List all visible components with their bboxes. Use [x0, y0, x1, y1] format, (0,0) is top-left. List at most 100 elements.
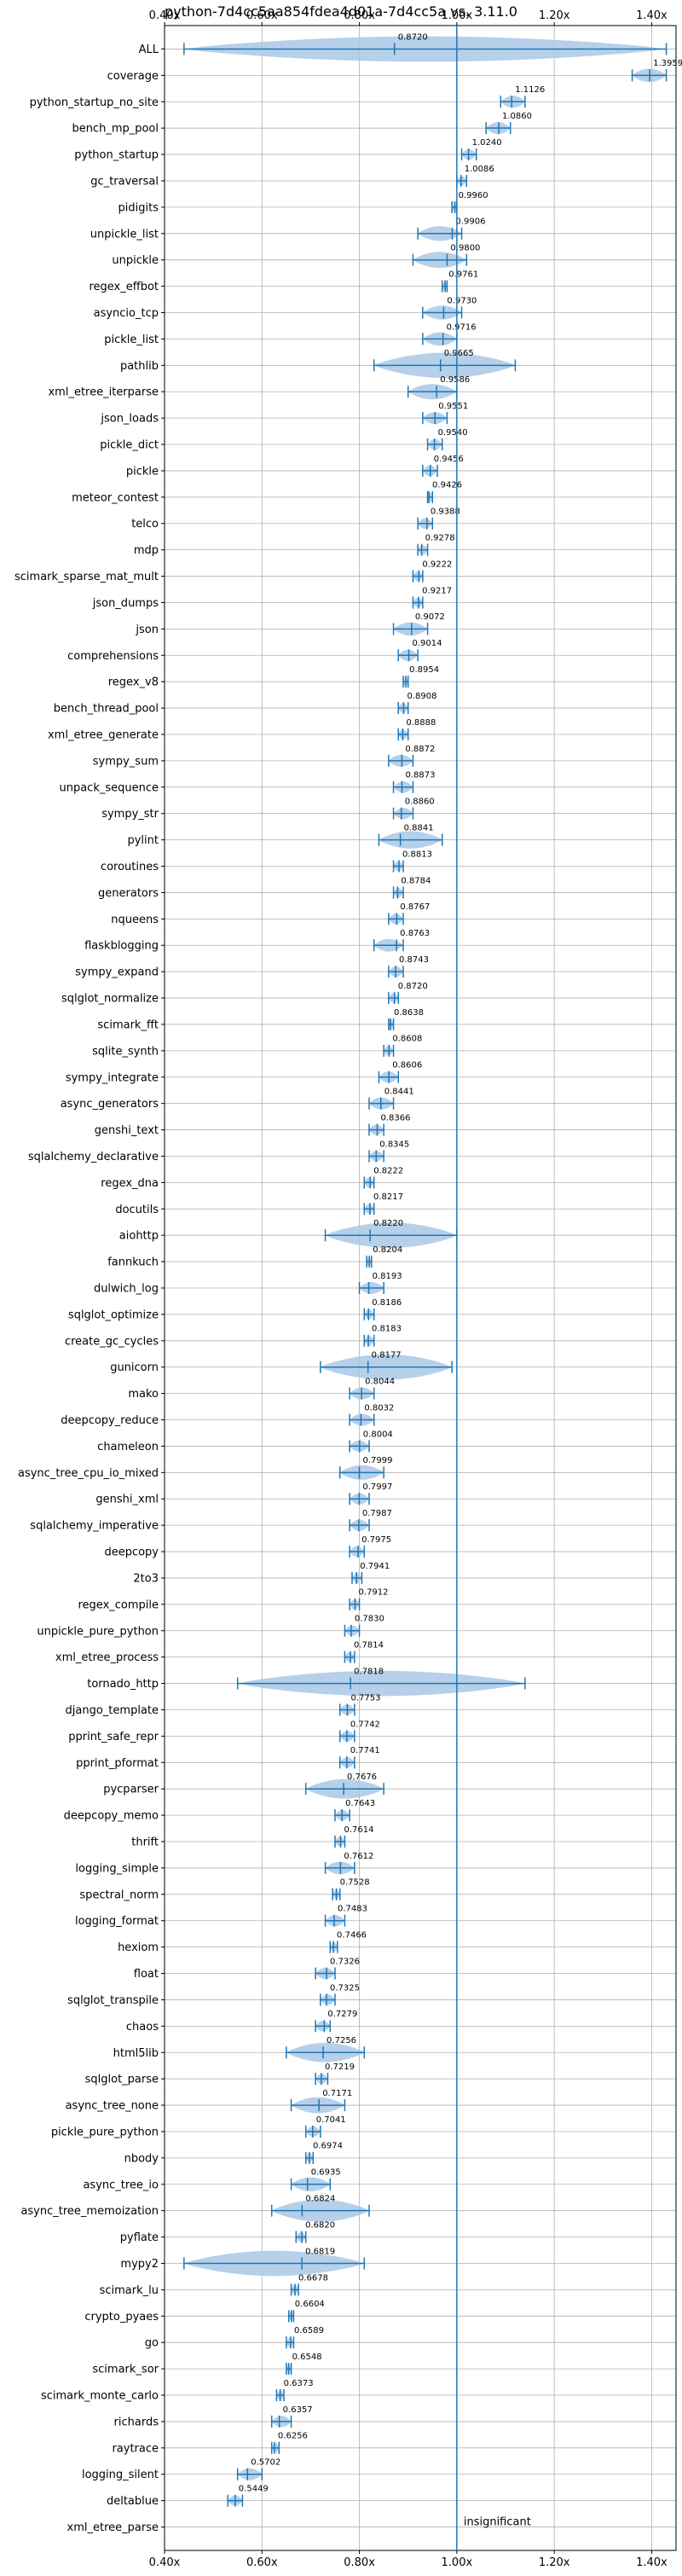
benchmark-name: genshi_text — [95, 1124, 159, 1137]
value-label: 0.5449 — [239, 2485, 269, 2494]
benchmark-name: async_generators — [61, 1098, 159, 1111]
value-label: 0.8872 — [405, 745, 435, 754]
benchmark-name: unpack_sequence — [59, 781, 159, 794]
value-label: 1.3959 — [653, 59, 682, 68]
value-label: 1.0240 — [472, 138, 502, 148]
value-label: 0.7041 — [316, 2115, 346, 2125]
value-label: 0.9222 — [422, 560, 452, 569]
top-tick-label: 0.40x — [149, 9, 181, 22]
value-label: 0.7742 — [350, 1720, 380, 1729]
benchmark-name: comprehensions — [67, 650, 159, 663]
grid-lines — [164, 26, 676, 2550]
benchmark-name: mako — [128, 1388, 159, 1401]
value-label: 0.7997 — [362, 1482, 392, 1492]
bottom-tick-label: 0.60x — [246, 2556, 278, 2569]
benchmark-name: nbody — [124, 2152, 159, 2165]
value-label: 0.6820 — [305, 2220, 335, 2230]
value-label: 0.7466 — [337, 1931, 367, 1941]
value-label: 0.7256 — [327, 2036, 356, 2045]
benchmark-name: sqlglot_optimize — [68, 1308, 159, 1321]
value-label: 0.9716 — [447, 322, 477, 332]
value-label: 0.8888 — [406, 718, 436, 728]
benchmark-name: xml_etree_process — [55, 1651, 159, 1664]
benchmark-name: json_loads — [100, 413, 159, 426]
value-label: 0.8813 — [402, 850, 432, 859]
benchmark-name: crypto_pyaes — [84, 2311, 159, 2324]
benchmark-name: pickle — [126, 465, 159, 478]
benchmark-name: tornado_http — [87, 1678, 159, 1691]
value-label: 0.7741 — [350, 1746, 380, 1755]
benchmark-name: mdp — [134, 544, 159, 557]
value-label: 0.8763 — [400, 929, 430, 938]
benchmark-name: django_template — [66, 1704, 159, 1717]
benchmark-name: sqlalchemy_imperative — [30, 1520, 159, 1533]
benchmark-name: pyflate — [120, 2231, 159, 2244]
value-label: 0.7614 — [344, 1825, 374, 1835]
benchmark-name: 2to3 — [133, 1572, 159, 1585]
value-label: 0.6357 — [283, 2405, 313, 2415]
benchmark-name: unpickle_pure_python — [37, 1625, 159, 1638]
benchmark-name: spectral_norm — [79, 1888, 159, 1901]
benchmark-name: pprint_safe_repr — [68, 1731, 159, 1743]
value-label: 0.8204 — [373, 1245, 402, 1255]
benchmark-name: unpickle — [112, 254, 159, 267]
benchmark-name: genshi_xml — [95, 1494, 159, 1506]
benchmark-name: pickle_list — [104, 334, 159, 346]
value-label: 1.0860 — [502, 112, 532, 121]
value-label: 0.8217 — [373, 1192, 403, 1202]
value-label: 0.6819 — [305, 2247, 335, 2256]
bottom-x-axis: 0.40x 0.60x 0.80x 1.00x 1.20x 1.40x — [149, 2550, 668, 2569]
bottom-tick-label: 1.40x — [636, 2556, 668, 2569]
benchmark-name: xml_etree_iterparse — [48, 386, 159, 399]
benchmark-name: xml_etree_parse — [67, 2521, 159, 2534]
benchmark-name: gunicorn — [110, 1361, 159, 1374]
value-label: 0.8044 — [365, 1377, 395, 1386]
top-tick-label: 1.00x — [442, 9, 473, 22]
value-label: 0.7325 — [330, 1983, 360, 1993]
value-label: 0.9665 — [444, 349, 474, 358]
insignificant-annotation: insignificant — [464, 2516, 531, 2529]
value-label: 0.7483 — [338, 1905, 367, 1914]
benchmark-name: sympy_sum — [93, 755, 159, 768]
value-label: 0.9551 — [438, 402, 468, 411]
value-label: 0.9278 — [425, 534, 455, 543]
benchmark-name: logging_simple — [75, 1862, 159, 1875]
benchmark-name: async_tree_none — [66, 2100, 159, 2113]
value-label: 0.7912 — [359, 1588, 389, 1598]
benchmark-name: regex_effbot — [89, 281, 159, 293]
value-label: 0.8441 — [384, 1088, 414, 1097]
benchmark-name: generators — [98, 887, 159, 900]
benchmark-name: dulwich_log — [94, 1283, 159, 1296]
value-label: 0.8366 — [380, 1113, 410, 1123]
benchmark-name: meteor_contest — [72, 491, 159, 504]
benchmark-name: deepcopy_reduce — [61, 1414, 159, 1427]
value-label: 0.6256 — [278, 2432, 308, 2441]
bottom-tick-label: 1.00x — [442, 2556, 473, 2569]
value-label: 0.8784 — [401, 876, 431, 885]
top-x-axis: 0.40x 0.60x 0.80x 1.00x 1.20x 1.40x — [149, 9, 668, 26]
benchmark-name: docutils — [115, 1204, 159, 1216]
value-label: 0.8841 — [404, 823, 434, 833]
value-label: 0.8345 — [379, 1140, 409, 1149]
benchmark-name: sympy_integrate — [66, 1071, 159, 1084]
benchmark-name: pickle_pure_python — [51, 2126, 159, 2138]
benchmark-name: html5lib — [113, 2047, 159, 2060]
value-label: 0.9540 — [438, 428, 468, 438]
bottom-tick-label: 0.80x — [344, 2556, 375, 2569]
benchmark-name: async_tree_cpu_io_mixed — [18, 1467, 159, 1480]
value-label: 0.7753 — [350, 1693, 380, 1703]
value-label: 0.6604 — [295, 2300, 325, 2309]
benchmark-name: sqlalchemy_declarative — [28, 1151, 159, 1163]
value-label: 1.1126 — [515, 85, 545, 95]
value-label: 0.9072 — [415, 612, 445, 622]
value-label: 0.6548 — [292, 2353, 322, 2362]
value-label: 0.7999 — [363, 1456, 393, 1465]
chart-title: python-7d4cc5aa854fdea4d01a-7d4cc5a vs. … — [165, 3, 517, 20]
benchmark-name: go — [145, 2337, 159, 2350]
value-label: 0.8743 — [399, 955, 429, 965]
benchmark-labels: ALL 0.8720 coverage 1.3959 python_startup_no… — [14, 32, 682, 2534]
value-label: 0.8608 — [392, 1035, 422, 1044]
benchmark-name: pprint_pformat — [76, 1757, 159, 1770]
value-label: 0.8177 — [372, 1351, 402, 1361]
value-label: 0.7643 — [345, 1799, 375, 1808]
